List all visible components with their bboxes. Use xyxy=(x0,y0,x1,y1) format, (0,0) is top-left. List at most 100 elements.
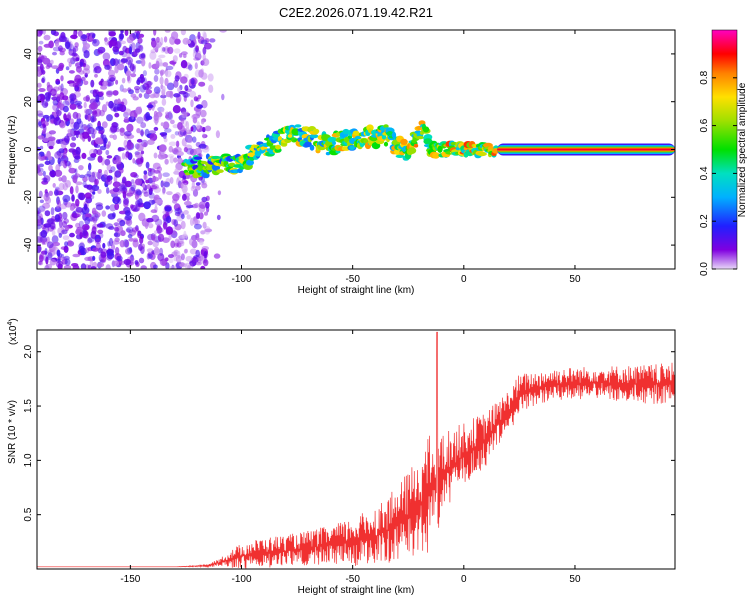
noise-blob xyxy=(39,236,48,243)
noise-blob xyxy=(63,198,68,206)
noise-blob xyxy=(165,111,170,116)
noise-blob xyxy=(183,53,187,59)
noise-blob xyxy=(61,175,67,183)
noise-blob xyxy=(87,237,93,244)
noise-blob xyxy=(100,252,108,258)
noise-blob xyxy=(195,182,201,186)
noise-blob xyxy=(138,93,143,98)
snr-series-line xyxy=(37,331,675,569)
noise-blob xyxy=(181,241,185,247)
noise-blob xyxy=(131,112,135,120)
noise-blob xyxy=(213,253,221,259)
noise-blob xyxy=(166,191,173,196)
noise-blob xyxy=(75,198,80,207)
noise-blob xyxy=(109,237,113,247)
noise-blob xyxy=(167,154,175,158)
noise-blob xyxy=(55,81,61,85)
noise-blob xyxy=(156,225,163,234)
ridge-blob xyxy=(477,151,487,157)
noise-blob xyxy=(162,181,170,187)
noise-blob xyxy=(180,220,186,230)
noise-blob xyxy=(177,87,181,93)
noise-blob xyxy=(190,126,194,132)
ridge-blob xyxy=(327,136,337,143)
noise-blob xyxy=(190,185,196,192)
noise-blob xyxy=(54,151,62,159)
noise-blob xyxy=(83,231,88,236)
noise-blob xyxy=(182,92,190,98)
noise-blob xyxy=(153,264,158,269)
noise-blob xyxy=(137,198,143,206)
noise-blob xyxy=(82,42,91,50)
noise-blob xyxy=(93,67,98,74)
snr-y-label: SNR (10 * v/v) xyxy=(7,400,18,464)
y-tick-label: 0 xyxy=(23,146,34,152)
noise-blob xyxy=(57,66,64,71)
noise-blob xyxy=(120,40,127,45)
noise-blob xyxy=(102,52,111,61)
noise-blob xyxy=(168,254,174,259)
noise-blob xyxy=(132,96,139,101)
ridge-blob xyxy=(383,141,389,147)
x-tick-label: 50 xyxy=(569,274,581,285)
noise-blob xyxy=(160,94,167,99)
noise-blob xyxy=(43,34,51,41)
noise-blob xyxy=(60,32,66,39)
noise-blob xyxy=(46,241,54,249)
noise-blob xyxy=(136,128,141,134)
noise-blob xyxy=(80,34,88,39)
noise-blob xyxy=(124,180,132,188)
noise-blob xyxy=(164,77,169,87)
noise-blob xyxy=(78,133,83,139)
noise-blob xyxy=(134,260,139,265)
noise-blob xyxy=(194,62,198,70)
noise-blob xyxy=(151,199,156,205)
noise-blob xyxy=(101,121,108,129)
noise-blob xyxy=(49,222,56,230)
colorbar-tick-label: 0.2 xyxy=(699,214,710,228)
noise-blob xyxy=(113,159,122,165)
noise-blob xyxy=(122,45,128,53)
noise-blob xyxy=(106,175,111,183)
noise-blob xyxy=(125,151,130,158)
noise-blob xyxy=(164,30,171,33)
noise-blob xyxy=(200,119,205,125)
noise-blob xyxy=(136,138,143,143)
noise-blob xyxy=(51,235,59,244)
ridge-blob xyxy=(391,131,397,139)
noise-blob xyxy=(96,223,104,228)
noise-blob xyxy=(155,36,160,43)
noise-blob xyxy=(195,249,200,258)
noise-blob xyxy=(37,82,42,88)
noise-blob xyxy=(158,172,163,180)
noise-blob xyxy=(84,113,88,120)
noise-blob xyxy=(162,121,170,130)
noise-blob xyxy=(84,192,92,199)
noise-blob xyxy=(181,233,188,239)
noise-blob xyxy=(86,128,91,135)
noise-blob xyxy=(94,73,98,78)
noise-blob xyxy=(63,265,72,269)
ridge-blob xyxy=(206,166,214,171)
x-tick-label: -100 xyxy=(232,274,252,285)
noise-blob xyxy=(138,212,146,222)
noise-blob xyxy=(175,140,180,148)
noise-blob xyxy=(187,137,193,144)
noise-blob xyxy=(91,133,96,139)
noise-blob xyxy=(58,177,63,182)
y-tick-label: 1.0 xyxy=(23,453,34,467)
noise-blob xyxy=(136,190,143,196)
noise-blob xyxy=(58,232,63,238)
ridge-blob xyxy=(422,126,430,133)
noise-blob xyxy=(126,226,134,234)
noise-blob xyxy=(183,249,188,254)
noise-blob xyxy=(59,51,65,56)
noise-blob xyxy=(98,169,102,173)
noise-blob xyxy=(165,90,173,98)
colorbar-ticks: 0.0 0.2 0.4 0.6 0.8 xyxy=(699,70,737,276)
noise-blob xyxy=(64,258,71,266)
noise-blob xyxy=(72,47,77,57)
noise-blob xyxy=(157,153,166,160)
noise-blob xyxy=(127,87,132,92)
noise-blob xyxy=(65,180,71,188)
